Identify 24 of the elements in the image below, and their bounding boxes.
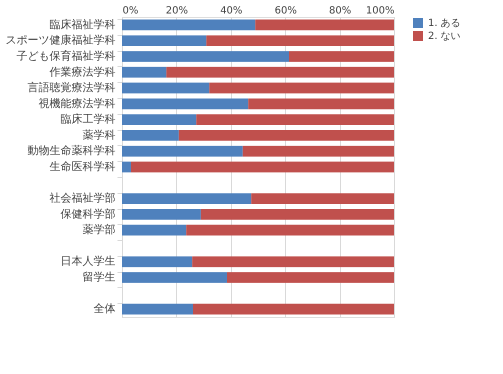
y-tick-label: 子ども保育福祉学科 <box>16 49 116 62</box>
y-tick-label: スポーツ健康福祉学科 <box>6 34 116 47</box>
x-tick-label: 100% <box>366 6 394 16</box>
y-tick-label: 視機能療法学科 <box>38 96 116 110</box>
y-tick-label: 作業療法学科 <box>48 65 116 78</box>
y-tick-label: 動物生命薬科学科 <box>28 144 116 158</box>
x-tick-label: 40% <box>220 6 242 16</box>
y-tick-label: 薬学科 <box>82 128 116 142</box>
y-tick-label: 日本人学生 <box>60 254 116 268</box>
y-tick-label: 留学生 <box>82 270 116 284</box>
legend-label: 2. ない <box>428 31 461 42</box>
x-tick-label: 0% <box>122 6 138 16</box>
y-tick-label: 保健科学部 <box>60 207 116 220</box>
x-tick-label: 60% <box>274 6 297 16</box>
y-tick-label: 全体 <box>94 302 116 316</box>
y-tick-label: 臨床福祉学科 <box>50 18 116 31</box>
x-tick-label: 20% <box>166 6 188 16</box>
legend-label: 1. ある <box>428 18 461 29</box>
y-tick-label: 言語聴覚療法学科 <box>28 81 116 94</box>
x-tick-label: 80% <box>328 6 352 16</box>
y-tick-label: 薬学部 <box>82 223 116 236</box>
y-tick-label: 臨床工学科 <box>60 112 116 126</box>
y-tick-label: 社会福祉学部 <box>50 192 116 205</box>
y-tick-label: 生命医科学科 <box>50 160 116 173</box>
